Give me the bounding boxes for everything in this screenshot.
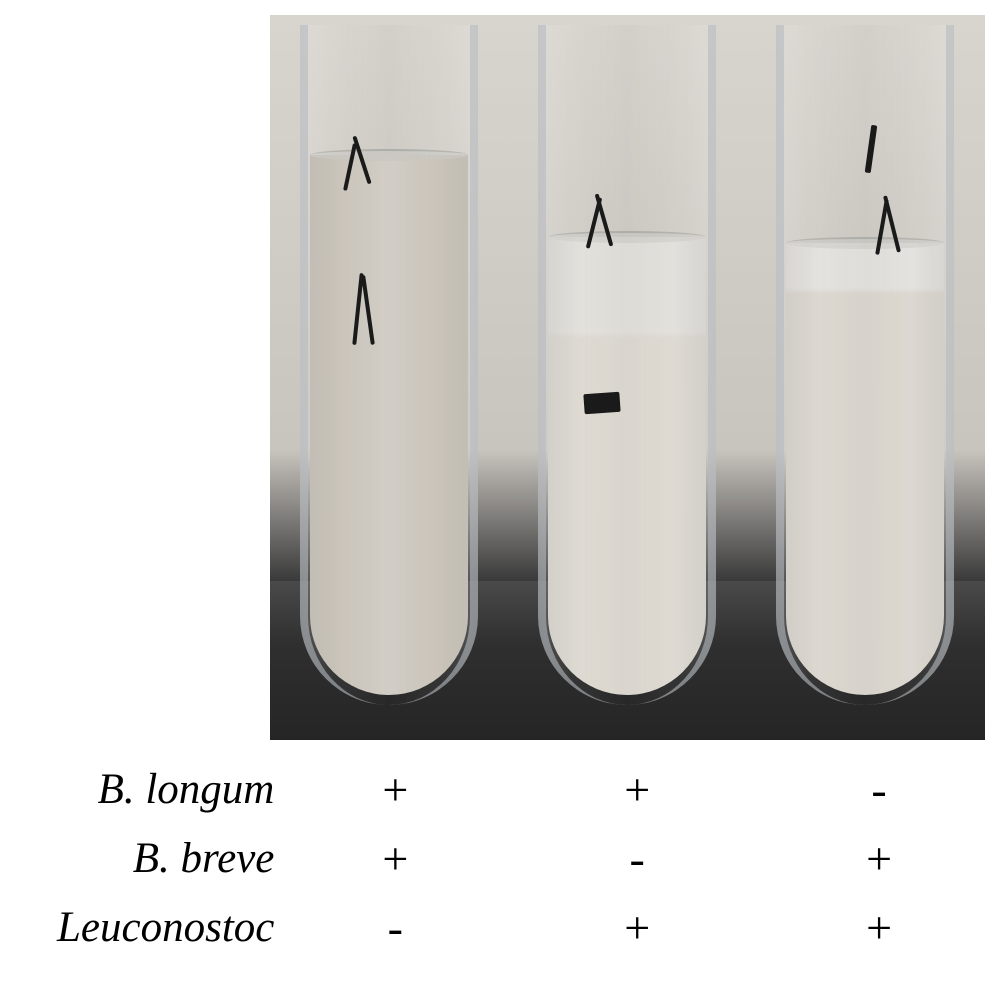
tube-1-glass (300, 25, 478, 705)
experiment-photo (270, 15, 985, 740)
cell-value: - (758, 755, 1000, 824)
cell-value: - (274, 893, 516, 962)
row-label: B. longum (0, 755, 274, 824)
table-row: B. breve + - + (0, 824, 1000, 893)
cell-value: + (758, 824, 1000, 893)
figure-container: B. longum + + - B. breve + - + Leuconost… (0, 0, 1000, 989)
ink-mark (583, 392, 620, 414)
cell-value: + (274, 755, 516, 824)
test-tube-3 (776, 25, 954, 705)
table-row: B. longum + + - (0, 755, 1000, 824)
table-row: Leuconostoc - + + (0, 893, 1000, 962)
condition-table: B. longum + + - B. breve + - + Leuconost… (0, 755, 1000, 962)
tube-2-glass (538, 25, 716, 705)
tube-3-glass (776, 25, 954, 705)
test-tube-2 (538, 25, 716, 705)
row-label: B. breve (0, 824, 274, 893)
cell-value: + (516, 755, 758, 824)
row-label: Leuconostoc (0, 893, 274, 962)
cell-value: + (274, 824, 516, 893)
cell-value: + (516, 893, 758, 962)
cell-value: - (516, 824, 758, 893)
data-table: B. longum + + - B. breve + - + Leuconost… (0, 755, 1000, 962)
cell-value: + (758, 893, 1000, 962)
test-tube-1 (300, 25, 478, 705)
